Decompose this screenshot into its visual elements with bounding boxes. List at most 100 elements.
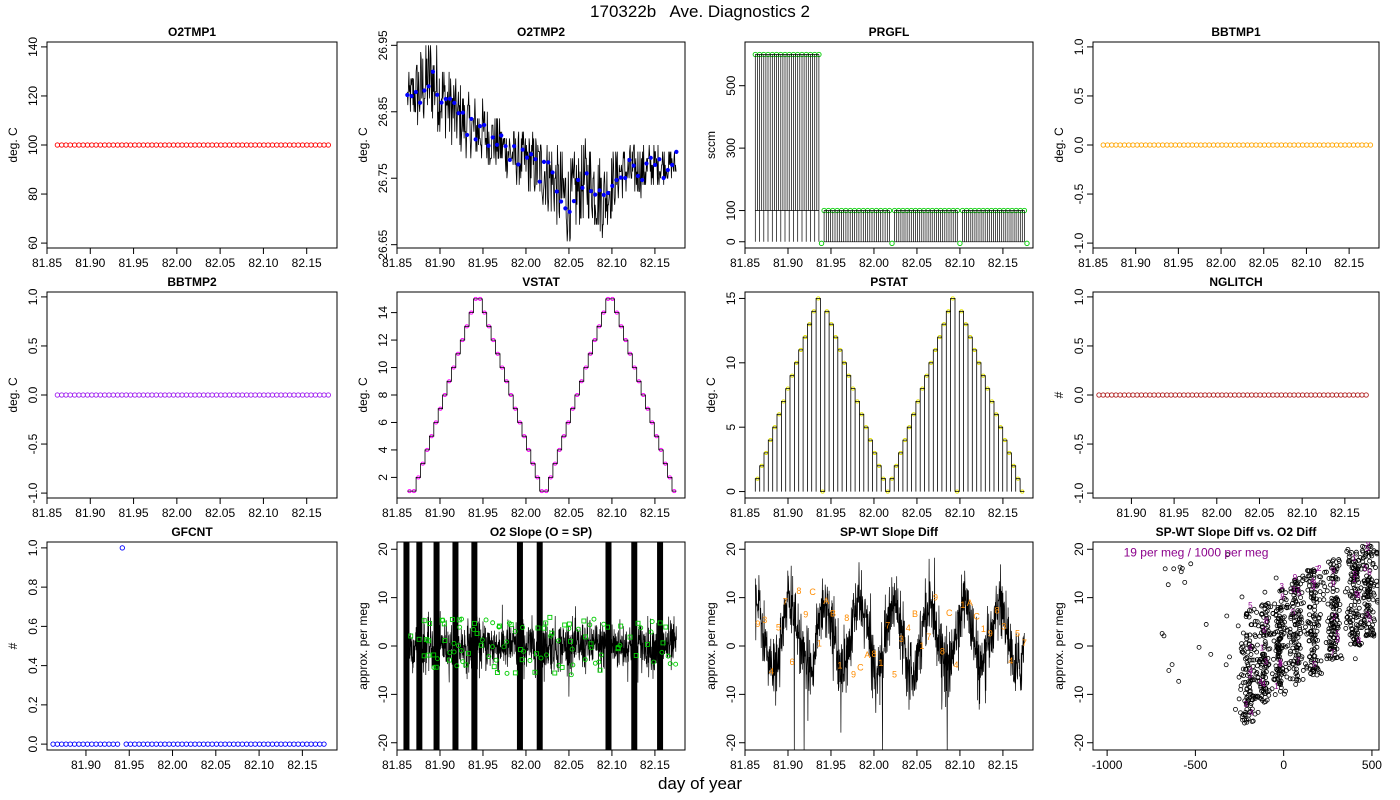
y-axis-label: # [1052, 391, 1066, 398]
data-point [1236, 142, 1242, 148]
plot-area [752, 51, 1030, 246]
data-point [549, 630, 555, 636]
x-axis: 81.85 81.90 81.95 82.00 82.05 82.10 82.15 [382, 248, 670, 270]
data-point [504, 639, 509, 645]
data-point [1121, 392, 1128, 398]
data-point [1344, 586, 1350, 591]
data-point [1272, 677, 1278, 683]
data-point [1261, 142, 1268, 148]
data-point [1344, 549, 1350, 554]
data-point [1244, 706, 1250, 712]
data-point [1244, 632, 1250, 638]
data-point [519, 657, 525, 663]
data-point [556, 663, 562, 668]
data-point [1246, 614, 1252, 620]
data-point [1320, 592, 1326, 597]
y-tick-label: 0.2 [26, 696, 40, 713]
data-point [1227, 654, 1232, 660]
data-point [1239, 594, 1245, 600]
x-tick-label: 81.95 [119, 256, 149, 270]
data-point [114, 142, 121, 148]
data-point [200, 392, 207, 398]
x-tick-label: 82.00 [162, 256, 192, 270]
data-point [1274, 142, 1280, 148]
data-point [132, 741, 138, 747]
data-point [205, 142, 211, 148]
data-point [1272, 601, 1278, 607]
data-point [520, 648, 526, 654]
x-tick-label: 81.85 [32, 506, 62, 520]
data-point [541, 159, 547, 164]
data-point [1324, 569, 1329, 575]
x-tick-label: 82.00 [511, 758, 541, 772]
data-point [1314, 672, 1320, 678]
data-point [1244, 142, 1251, 148]
data-point [1356, 563, 1362, 569]
data-point [1355, 142, 1361, 148]
data-point [1138, 392, 1145, 398]
data-point [490, 644, 495, 650]
data-label: 1 [1278, 660, 1283, 669]
data-point [597, 667, 603, 673]
data-point [1268, 604, 1274, 610]
data-point [1296, 609, 1302, 615]
data-point [1223, 142, 1229, 148]
panel-o2tmp1: O2TMP1 deg. C 81.85 81.90 81.95 82.00 82.05 82.… [6, 25, 338, 270]
data-point [213, 142, 220, 148]
data-point [248, 142, 254, 148]
data-point [256, 142, 263, 148]
data-point [196, 741, 202, 747]
data-point [1365, 632, 1371, 638]
data-label: 1 [878, 658, 883, 668]
y-axis: 60 80 100 120 140 [26, 37, 47, 250]
data-point [627, 157, 632, 163]
y-tick-label: -20 [1072, 734, 1086, 752]
y-tick-label: 1.0 [1072, 288, 1086, 305]
data-point [76, 741, 82, 747]
data-point [282, 392, 288, 398]
x-tick-label: 81.85 [730, 506, 760, 520]
data-point [451, 640, 457, 646]
data-point [1159, 631, 1165, 636]
data-point [252, 142, 258, 148]
data-point [1262, 643, 1268, 649]
data-point [67, 142, 73, 148]
data-point [1263, 669, 1269, 675]
data-point [1330, 558, 1336, 564]
data-point [1350, 142, 1357, 148]
data-label: 5 [1353, 570, 1358, 579]
data-point [1346, 142, 1352, 148]
data-point [1259, 611, 1265, 617]
data-label: 7 [1022, 638, 1027, 648]
data-point [278, 741, 284, 747]
data-point [1109, 142, 1115, 148]
data-point [1330, 573, 1336, 579]
data-label: 1 [981, 624, 986, 634]
data-point [136, 741, 142, 747]
data-point [1248, 703, 1253, 709]
data-point [548, 633, 554, 639]
data-point [552, 670, 558, 676]
data-point [1254, 657, 1260, 662]
panel-title: O2TMP2 [517, 25, 565, 39]
x-tick-label: 82.10 [945, 256, 975, 270]
y-tick-label: 0.5 [26, 337, 40, 354]
data-point [1331, 655, 1337, 661]
band-mark [631, 542, 638, 750]
data-point [1193, 392, 1200, 398]
data-point [1362, 612, 1368, 618]
y-tick-label: 0.8 [26, 578, 40, 595]
x-tick-label: 82.10 [248, 256, 278, 270]
data-point [1278, 598, 1284, 604]
data-point [1353, 608, 1359, 614]
data-point [818, 240, 825, 246]
y-axis-label: approx. per meg [1052, 602, 1066, 689]
data-point [192, 392, 198, 398]
data-point [256, 741, 263, 747]
data-point [1142, 392, 1149, 398]
data-point [426, 652, 432, 658]
data-point [1275, 629, 1280, 634]
data-point [1247, 638, 1253, 644]
data-point [660, 640, 666, 646]
